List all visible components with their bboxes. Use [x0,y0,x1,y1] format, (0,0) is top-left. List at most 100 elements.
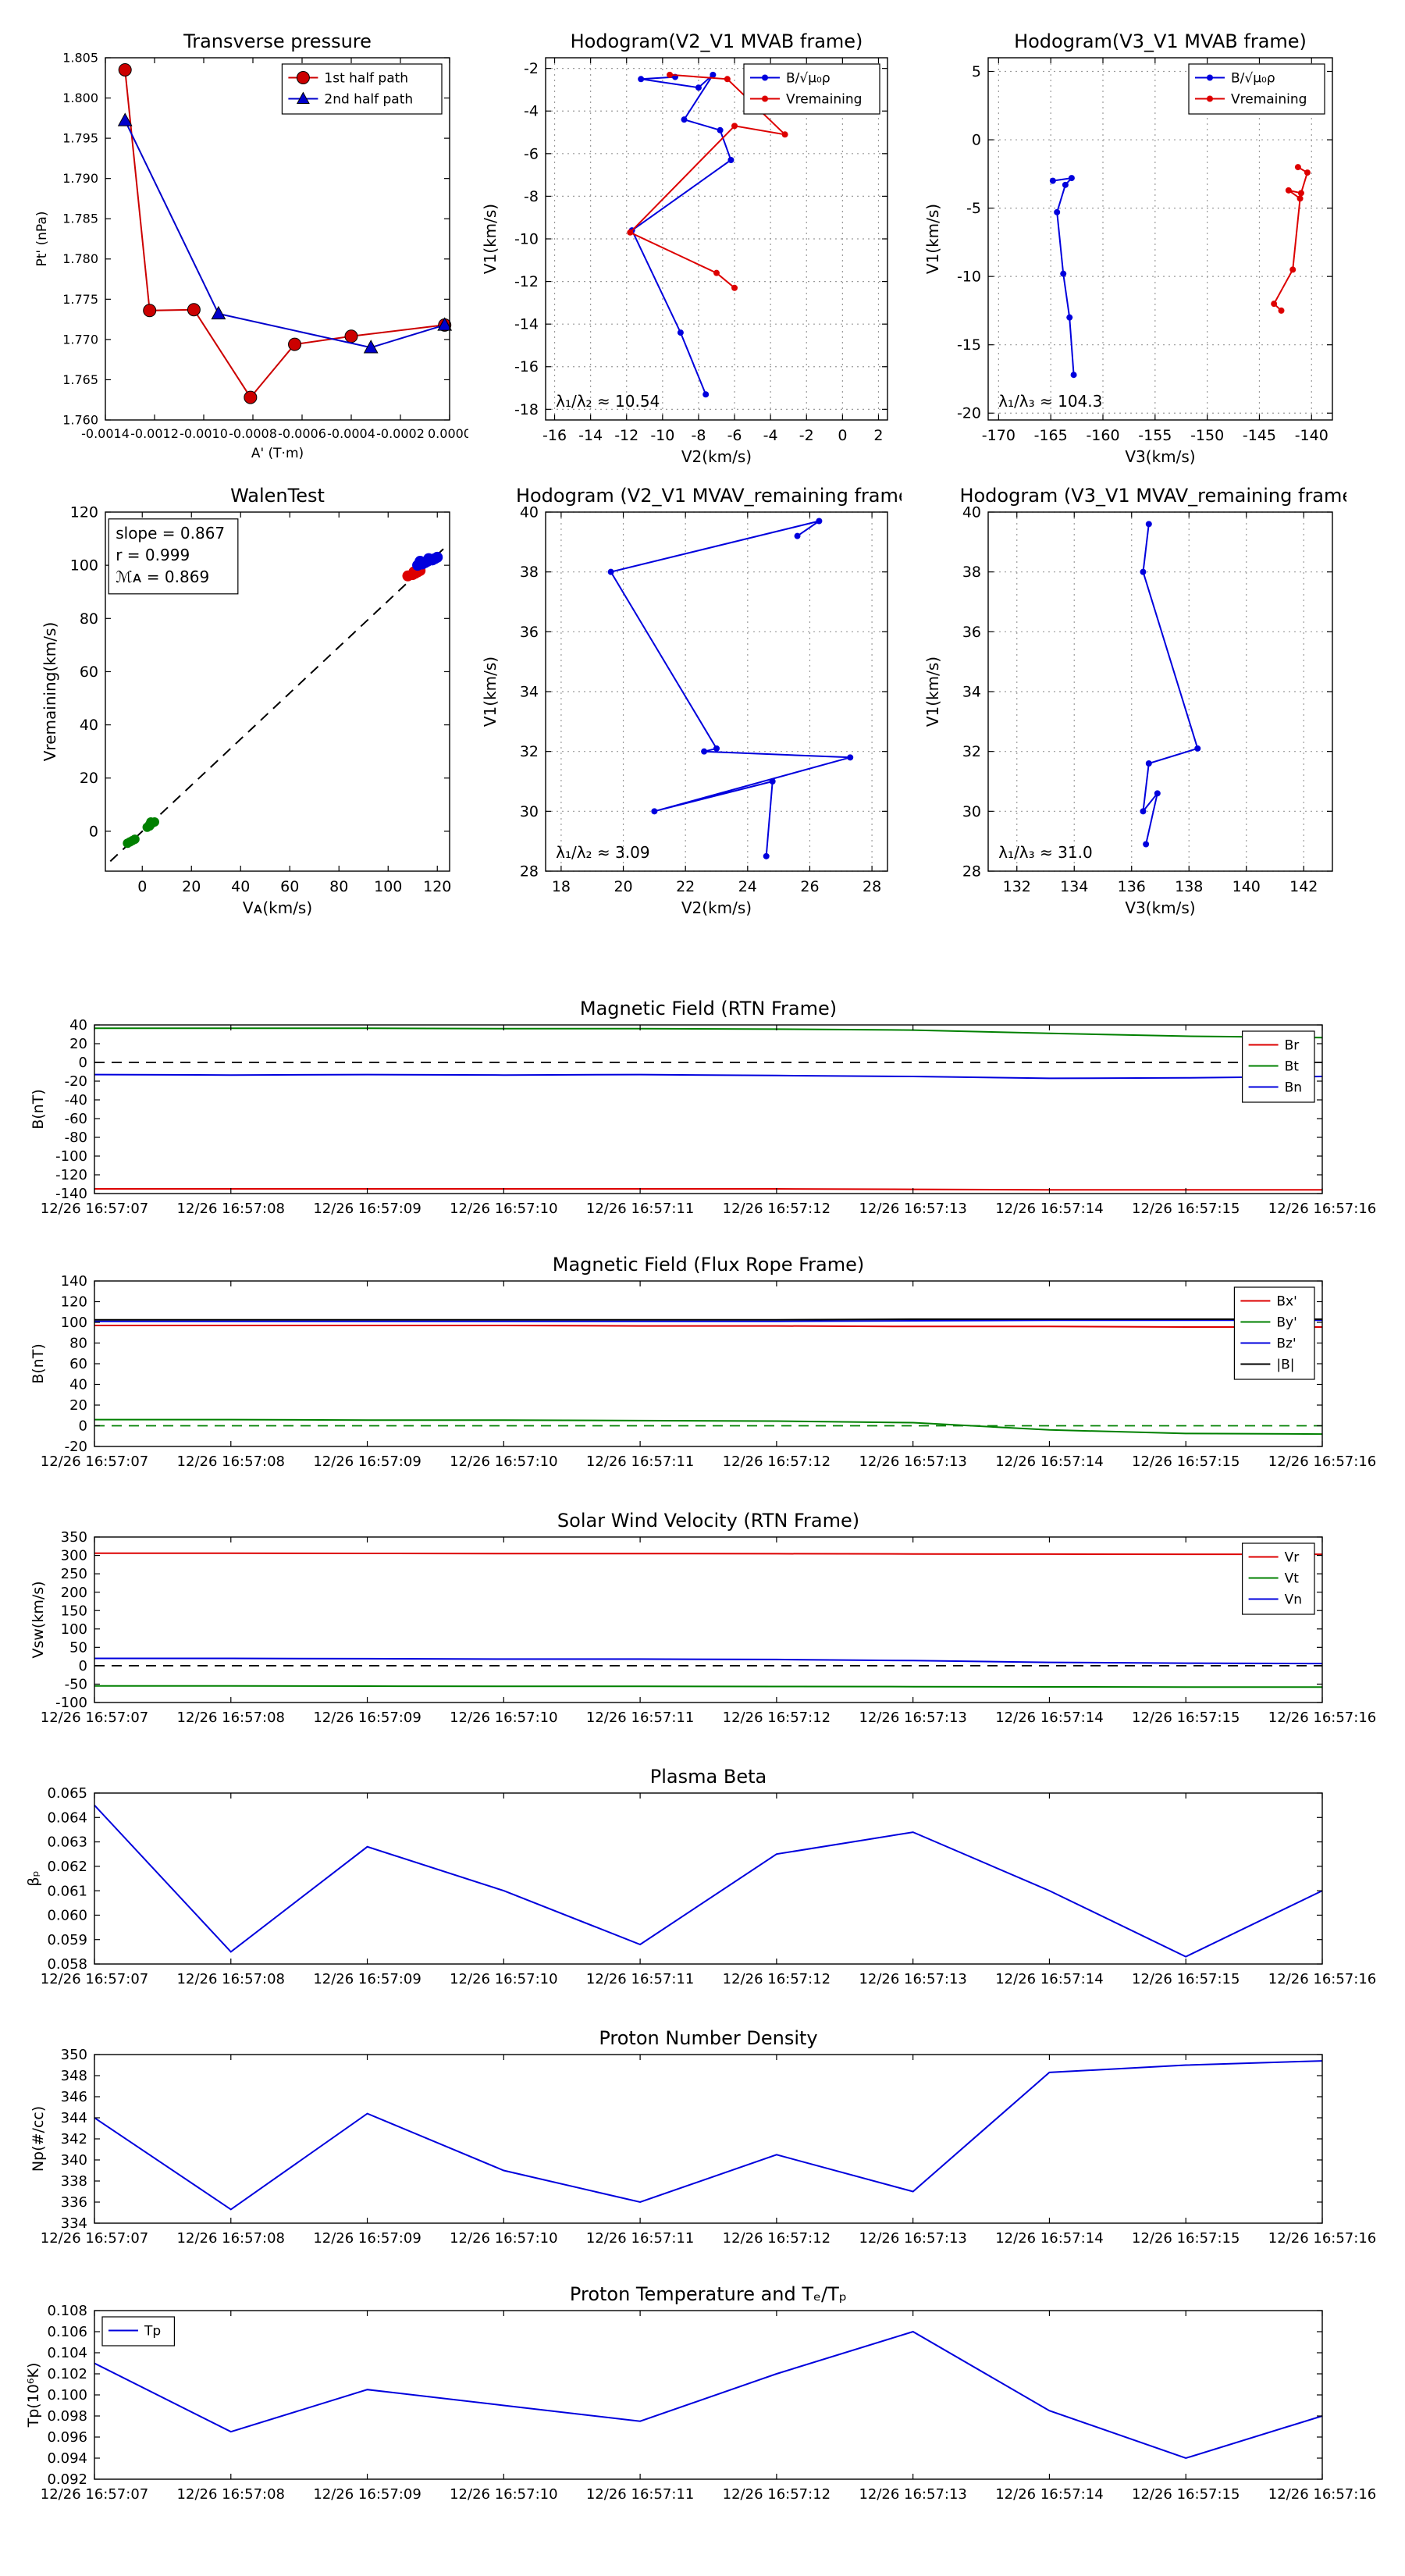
svg-text:-20: -20 [957,405,981,422]
svg-text:12/26 16:57:16: 12/26 16:57:16 [1268,1971,1376,1987]
svg-text:Vr: Vr [1285,1550,1300,1565]
svg-text:12/26 16:57:07: 12/26 16:57:07 [41,1971,148,1987]
svg-text:132: 132 [1003,878,1031,895]
svg-text:Vsw(km/s): Vsw(km/s) [30,1581,47,1658]
svg-text:12/26 16:57:08: 12/26 16:57:08 [177,1710,285,1726]
svg-text:B(nT): B(nT) [30,1089,47,1130]
svg-text:-50: -50 [65,1677,87,1693]
svg-text:136: 136 [1118,878,1146,895]
svg-text:12/26 16:57:10: 12/26 16:57:10 [450,2230,557,2247]
svg-text:12/26 16:57:15: 12/26 16:57:15 [1132,2486,1240,2503]
svg-text:12/26 16:57:15: 12/26 16:57:15 [1132,2230,1240,2247]
svg-text:V3(km/s): V3(km/s) [1125,447,1195,466]
svg-text:-140: -140 [55,1186,87,1202]
svg-text:342: 342 [61,2131,87,2147]
svg-text:34: 34 [962,683,981,700]
svg-text:Vremaining(km/s): Vremaining(km/s) [41,622,59,762]
svg-text:40: 40 [520,503,539,521]
svg-text:V3(km/s): V3(km/s) [1125,898,1195,917]
svg-text:V2(km/s): V2(km/s) [681,447,752,466]
svg-text:0: 0 [137,878,147,895]
svg-text:-8: -8 [524,188,539,205]
svg-text:12/26 16:57:12: 12/26 16:57:12 [723,1710,831,1726]
chart-walen-test: 0 20 40 60 80 100 120 0 20 40 60 80 100 120 WalenTest V… [16,478,468,927]
svg-text:28: 28 [962,863,981,880]
svg-text:20: 20 [80,770,98,787]
chart-hodogram-v3v1-mvab: -170 -165 -160 -155 -150 -145 -140 -20 -15 -10 -5 0… [898,12,1346,468]
chart-proton-temperature: 12/26 16:57:07 12/26 16:57:08 12/26 16:57:… [16,2267,1389,2513]
svg-text:12/26 16:57:11: 12/26 16:57:11 [586,2230,694,2247]
svg-text:βₚ: βₚ [25,1870,42,1886]
svg-text:-160: -160 [1086,427,1119,444]
svg-text:12/26 16:57:14: 12/26 16:57:14 [995,1201,1103,1217]
svg-text:0: 0 [972,132,981,149]
svg-text:12/26 16:57:14: 12/26 16:57:14 [995,2230,1103,2247]
svg-text:26: 26 [800,878,819,895]
svg-text:λ₁/λ₃ ≈ 104.3: λ₁/λ₃ ≈ 104.3 [998,392,1102,411]
svg-text:12/26 16:57:13: 12/26 16:57:13 [859,1453,966,1470]
svg-text:12/26 16:57:09: 12/26 16:57:09 [313,1971,421,1987]
svg-text:0.098: 0.098 [47,2408,87,2425]
svg-text:V2(km/s): V2(km/s) [681,898,752,917]
svg-text:ℳᴀ = 0.869: ℳᴀ = 0.869 [116,568,209,586]
svg-text:-14: -14 [578,427,603,444]
svg-text:λ₁/λ₂ ≈ 10.54: λ₁/λ₂ ≈ 10.54 [556,392,660,411]
svg-text:12/26 16:57:11: 12/26 16:57:11 [586,1971,694,1987]
svg-text:12/26 16:57:11: 12/26 16:57:11 [586,1201,694,1217]
svg-text:12/26 16:57:11: 12/26 16:57:11 [586,2486,694,2503]
svg-text:30: 30 [962,803,981,820]
svg-text:-2: -2 [799,427,814,444]
svg-text:-18: -18 [514,401,539,418]
svg-text:12/26 16:57:16: 12/26 16:57:16 [1268,2230,1376,2247]
svg-text:12/26 16:57:10: 12/26 16:57:10 [450,2486,557,2503]
svg-text:338: 338 [61,2173,87,2190]
svg-text:0.058: 0.058 [47,1956,87,1973]
svg-text:12/26 16:57:14: 12/26 16:57:14 [995,2486,1103,2503]
svg-text:V1(km/s): V1(km/s) [923,656,942,727]
svg-text:Magnetic Field (RTN Frame): Magnetic Field (RTN Frame) [580,998,837,1019]
svg-text:1.795: 1.795 [62,131,98,146]
svg-text:100: 100 [61,1315,87,1331]
svg-text:36: 36 [962,624,981,641]
svg-text:12/26 16:57:11: 12/26 16:57:11 [586,1453,694,1470]
svg-text:0.092: 0.092 [47,2471,87,2488]
chart-hodogram-v2v1-mvav: 18 20 22 24 26 28 28 30 32 34 36 38 40 Hodogram (V2_V… [457,478,917,927]
svg-text:12/26 16:57:07: 12/26 16:57:07 [41,2230,148,2247]
svg-text:-2: -2 [524,60,539,77]
svg-text:2nd half path: 2nd half path [324,91,413,107]
svg-text:60: 60 [280,878,299,895]
svg-text:12/26 16:57:13: 12/26 16:57:13 [859,1971,966,1987]
svg-text:Magnetic Field (Flux Rope Fram: Magnetic Field (Flux Rope Frame) [553,1254,864,1276]
svg-text:Proton Number Density: Proton Number Density [599,2027,817,2049]
svg-text:-5: -5 [966,200,981,217]
svg-text:12/26 16:57:15: 12/26 16:57:15 [1132,1201,1240,1217]
svg-text:134: 134 [1060,878,1088,895]
svg-text:12/26 16:57:12: 12/26 16:57:12 [723,1453,831,1470]
svg-text:B(nT): B(nT) [30,1343,47,1384]
svg-text:20: 20 [614,878,632,895]
svg-text:-140: -140 [1295,427,1329,444]
svg-text:1.760: 1.760 [62,412,98,427]
svg-text:12/26 16:57:09: 12/26 16:57:09 [313,1453,421,1470]
svg-text:0.094: 0.094 [47,2450,87,2467]
svg-text:80: 80 [329,878,348,895]
svg-text:12/26 16:57:10: 12/26 16:57:10 [450,1201,557,1217]
svg-text:334: 334 [61,2215,87,2232]
svg-text:Hodogram (V3_V1 MVAV_remaining: Hodogram (V3_V1 MVAV_remaining frame) [959,485,1346,507]
svg-text:1.785: 1.785 [62,212,98,226]
svg-text:12/26 16:57:12: 12/26 16:57:12 [723,1971,831,1987]
svg-text:-15: -15 [957,336,981,354]
svg-text:Vt: Vt [1285,1571,1300,1586]
svg-text:12/26 16:57:16: 12/26 16:57:16 [1268,1201,1376,1217]
svg-text:slope = 0.867: slope = 0.867 [116,524,225,543]
svg-text:12/26 16:57:16: 12/26 16:57:16 [1268,2486,1376,2503]
svg-text:40: 40 [69,1377,87,1393]
svg-text:20: 20 [69,1036,87,1052]
chart-magnetic-field-flux-rope: 12/26 16:57:07 12/26 16:57:08 12/26 16:57:… [16,1237,1389,1475]
svg-text:0.0000: 0.0000 [428,426,468,441]
svg-text:12/26 16:57:14: 12/26 16:57:14 [995,1453,1103,1470]
svg-text:1.780: 1.780 [62,251,98,266]
svg-text:40: 40 [231,878,250,895]
svg-text:-8: -8 [691,427,706,444]
svg-text:300: 300 [61,1548,87,1564]
